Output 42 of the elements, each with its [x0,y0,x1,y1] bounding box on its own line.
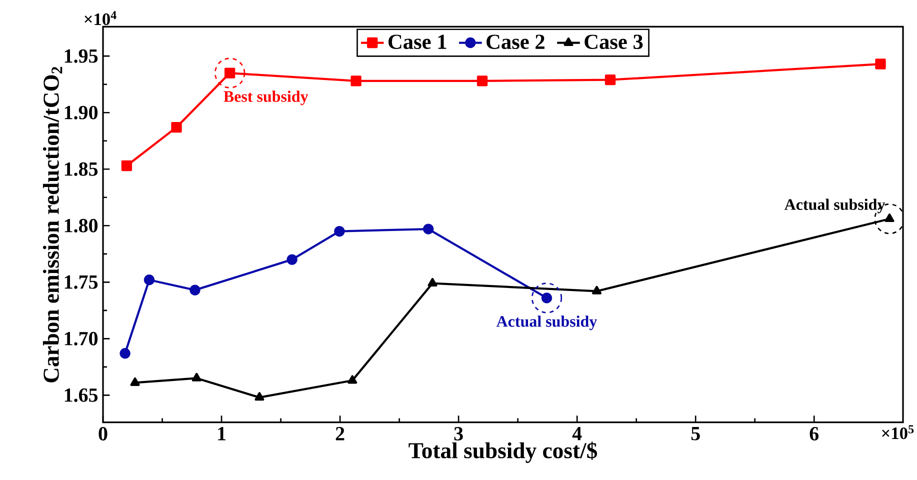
point [428,278,438,286]
point [171,122,182,133]
point [130,377,140,386]
point [121,160,132,172]
y-tick-label: 1.90 [64,106,98,120]
point [476,76,488,86]
y-tick-label: 1.85 [64,162,98,176]
y-tick-label: 1.75 [64,275,98,289]
text: ×10$^{4}$ [84,11,116,26]
y-tick-label: 1.70 [64,332,98,346]
point [604,74,616,86]
point [254,392,264,401]
point [350,76,362,86]
point [875,58,886,70]
point [144,274,155,286]
point [334,226,345,237]
point [190,284,200,296]
point [423,224,434,234]
point [592,286,602,294]
x-tick-label: 1 [218,427,226,440]
x-tick-label: 4 [572,427,582,440]
annotation: Best subsidy [224,90,308,106]
point [120,348,130,359]
y-tick-label: 1.65 [64,388,98,402]
annotation: Actual subsidy [784,198,886,214]
x-tick-label: 2 [336,427,344,440]
legend-label: Case 2 [486,34,544,50]
x-tick-label: 0 [98,427,108,441]
x-tick-label: 3 [454,427,463,440]
x-tick-label: 6 [810,427,819,440]
annotation: Actual subsidy [496,316,598,330]
text: ×10$^{5}$ [882,425,914,440]
x-axis-title: Total subsidy cost/$ [408,442,598,463]
point [192,372,202,382]
legend-label: Case 3 [584,34,643,50]
y-axis-title: Carbon emission reduction/tCO$_{2}$ [42,66,62,382]
y-tick-label: 1.80 [64,218,98,232]
point [286,254,298,265]
legend-label: Case 1 [388,34,446,50]
y-tick-label: 1.95 [64,49,98,63]
point [348,375,358,384]
x-tick-label: 5 [691,427,700,440]
